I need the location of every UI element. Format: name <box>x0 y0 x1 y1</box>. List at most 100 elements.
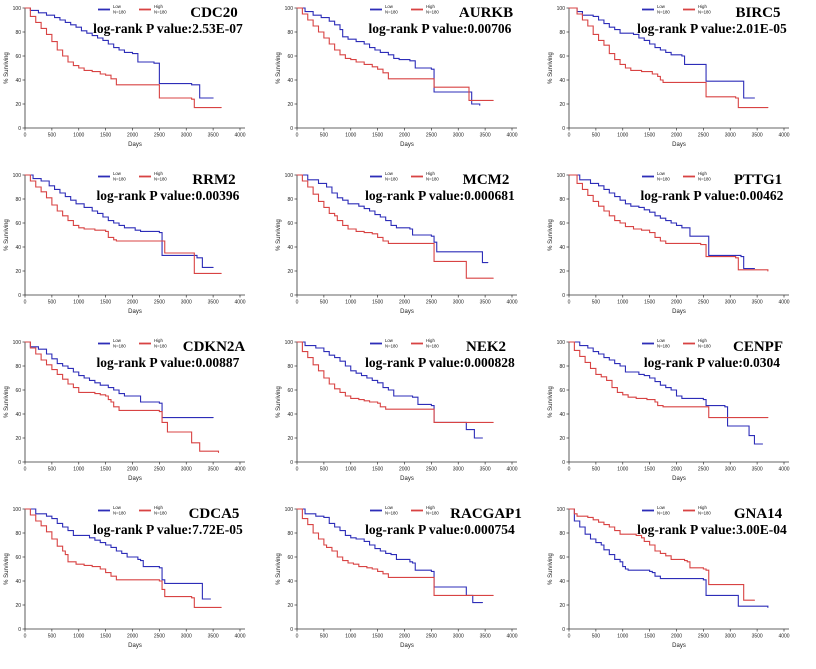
x-tick-label: 3500 <box>480 300 491 306</box>
legend-high-n: N=180 <box>426 510 439 515</box>
y-tick-label: 100 <box>285 340 294 346</box>
y-tick-label: 100 <box>557 340 566 346</box>
y-axis-label: % Surviving <box>548 219 554 251</box>
x-tick-label: 3500 <box>752 467 763 473</box>
survival-curve-high <box>296 508 494 596</box>
legend-low-label: Low <box>657 505 666 510</box>
log-rank-p-value: log-rank P value:0.000828 <box>365 355 515 370</box>
legend-high-n: N=180 <box>426 343 439 348</box>
y-tick-label: 20 <box>15 603 21 609</box>
axes: % Surviving Days 0 500 1000 1500 2000 2500 300… <box>548 6 790 148</box>
curves <box>296 508 494 604</box>
legend-low-n: N=180 <box>657 343 670 348</box>
y-tick-label: 0 <box>562 460 565 466</box>
y-tick-label: 0 <box>290 460 293 466</box>
km-plot-cell-pttg1: % Surviving Days 0 500 1000 1500 2000 2500 300… <box>544 167 816 334</box>
legend-high-label: High <box>698 4 707 9</box>
y-axis-label: % Surviving <box>276 553 282 585</box>
y-tick-label: 0 <box>562 627 565 633</box>
y-tick-label: 40 <box>559 245 565 251</box>
km-plot-cell-gna14: % Surviving Days 0 500 1000 1500 2000 2500 300… <box>544 501 816 668</box>
x-tick-label: 2500 <box>426 634 437 640</box>
x-tick-label: 1000 <box>617 133 628 139</box>
x-axis-label: Days <box>672 142 686 148</box>
km-plot-svg: % Surviving Days 0 500 1000 1500 2000 2500 300… <box>4 338 246 482</box>
axes: % Surviving Days 0 500 1000 1500 2000 2500 300… <box>276 173 518 315</box>
x-tick-label: 1500 <box>644 133 655 139</box>
curves <box>568 7 769 109</box>
axes: % Surviving Days 0 500 1000 1500 2000 2500 300… <box>4 6 246 148</box>
x-tick-label: 2000 <box>671 133 682 139</box>
x-tick-label: 1000 <box>617 467 628 473</box>
curves <box>24 7 222 109</box>
x-tick-label: 0 <box>296 300 299 306</box>
x-tick-label: 2000 <box>671 467 682 473</box>
y-tick-label: 100 <box>557 173 566 179</box>
curves <box>296 7 494 106</box>
x-tick-label: 500 <box>48 467 57 473</box>
x-tick-label: 2000 <box>127 467 138 473</box>
gene-title: MCM2 <box>463 172 510 188</box>
survival-curve-low <box>296 508 483 604</box>
legend-high-n: N=180 <box>426 176 439 181</box>
x-tick-label: 3000 <box>725 634 736 640</box>
x-tick-label: 1500 <box>644 467 655 473</box>
x-axis-label: Days <box>128 643 142 649</box>
legend: Low N=180 High N=180 <box>370 171 439 181</box>
km-plot-cell-cenpf: % Surviving Days 0 500 1000 1500 2000 2500 300… <box>544 334 816 501</box>
gene-title: RRM2 <box>192 172 235 188</box>
legend: Low N=180 High N=180 <box>642 505 711 515</box>
legend-low-n: N=180 <box>385 510 398 515</box>
survival-curve-high <box>568 341 769 419</box>
x-tick-label: 500 <box>320 467 329 473</box>
y-tick-label: 20 <box>287 269 293 275</box>
survival-curve-high <box>296 341 494 423</box>
y-axis-label: % Surviving <box>276 386 282 418</box>
survival-curve-high <box>568 174 769 272</box>
x-tick-label: 2500 <box>154 300 165 306</box>
y-tick-label: 20 <box>559 269 565 275</box>
y-tick-label: 100 <box>285 6 294 12</box>
y-axis-label: % Surviving <box>276 52 282 84</box>
x-tick-label: 3500 <box>752 133 763 139</box>
gene-title: GNA14 <box>734 506 783 522</box>
x-tick-label: 3500 <box>480 634 491 640</box>
legend-low-n: N=180 <box>385 343 398 348</box>
x-tick-label: 0 <box>24 133 27 139</box>
axes: % Surviving Days 0 500 1000 1500 2000 2500 300… <box>276 6 518 148</box>
legend-high-label: High <box>426 338 435 343</box>
y-tick-label: 60 <box>15 54 21 60</box>
y-tick-label: 60 <box>559 221 565 227</box>
x-tick-label: 500 <box>320 300 329 306</box>
x-tick-label: 1000 <box>617 300 628 306</box>
x-tick-label: 2000 <box>671 300 682 306</box>
curves <box>296 174 494 279</box>
legend-low-label: Low <box>113 338 122 343</box>
y-tick-label: 40 <box>287 412 293 418</box>
x-tick-label: 3500 <box>480 467 491 473</box>
y-tick-label: 0 <box>290 126 293 132</box>
y-tick-label: 100 <box>13 173 22 179</box>
x-tick-label: 1500 <box>100 133 111 139</box>
x-tick-label: 500 <box>48 300 57 306</box>
log-rank-p-value: log-rank P value:0.00396 <box>97 188 240 203</box>
x-tick-label: 4000 <box>506 133 517 139</box>
y-axis-label: % Surviving <box>548 386 554 418</box>
gene-title: NEK2 <box>466 339 506 355</box>
km-plot-svg: % Surviving Days 0 500 1000 1500 2000 2500 300… <box>4 4 246 148</box>
legend-low-label: Low <box>385 338 394 343</box>
km-plot-cell-racgap1: % Surviving Days 0 500 1000 1500 2000 2500 300… <box>272 501 544 668</box>
x-tick-label: 3000 <box>725 133 736 139</box>
legend-low-label: Low <box>657 338 666 343</box>
x-tick-label: 2500 <box>154 467 165 473</box>
x-tick-label: 2500 <box>698 634 709 640</box>
x-tick-label: 1500 <box>644 634 655 640</box>
y-tick-label: 60 <box>15 555 21 561</box>
y-tick-label: 0 <box>18 460 21 466</box>
x-tick-label: 1500 <box>100 634 111 640</box>
curves <box>24 341 220 453</box>
km-plot-cell-nek2: % Surviving Days 0 500 1000 1500 2000 2500 300… <box>272 334 544 501</box>
gene-title: CDKN2A <box>183 339 246 355</box>
y-tick-label: 20 <box>15 102 21 108</box>
x-tick-label: 500 <box>320 133 329 139</box>
